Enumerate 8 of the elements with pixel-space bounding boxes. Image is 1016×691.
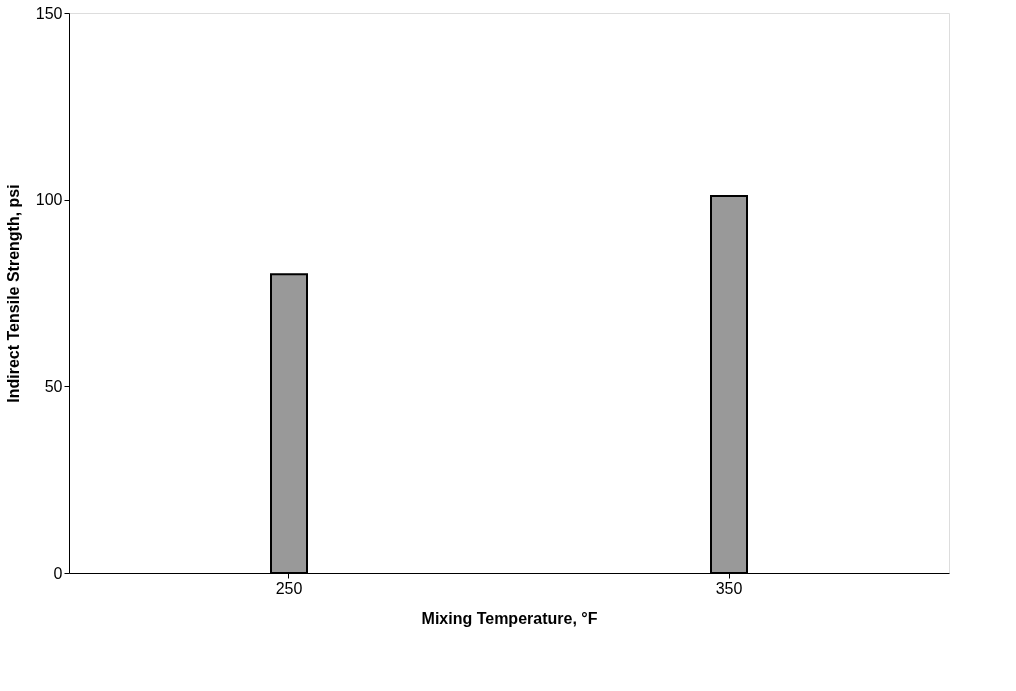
y-tick-label: 0 [53, 564, 63, 582]
y-tick-label: 100 [35, 191, 63, 209]
x-axis-title: Mixing Temperature, °F [421, 609, 598, 627]
x-tick-label: 250 [275, 579, 303, 597]
y-axis-title: Indirect Tensile Strength, psi [4, 184, 22, 403]
x-tick-label: 350 [715, 579, 743, 597]
y-tick-label: 150 [35, 4, 63, 22]
y-tick-label: 50 [44, 377, 63, 395]
